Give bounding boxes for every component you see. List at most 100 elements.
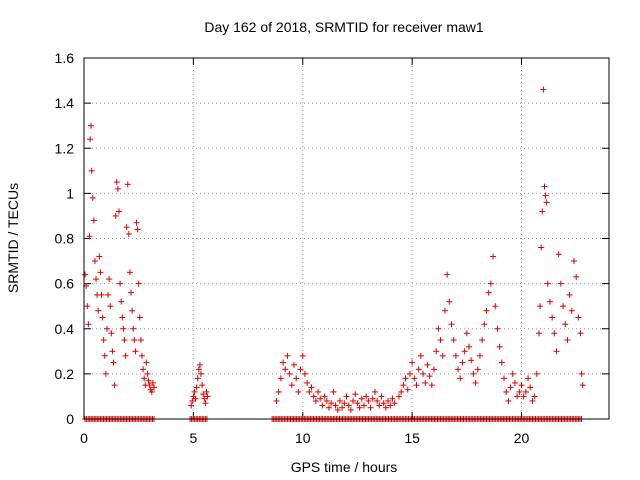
data-point (566, 291, 573, 298)
data-point (192, 395, 199, 402)
data-point (435, 325, 442, 332)
data-point (450, 337, 457, 344)
data-point (334, 406, 341, 413)
data-point (297, 366, 304, 373)
data-point (542, 192, 549, 199)
data-point (95, 307, 102, 314)
data-point (103, 325, 110, 332)
data-point (193, 384, 200, 391)
data-point (308, 384, 315, 391)
data-point (99, 314, 106, 321)
data-point (382, 404, 389, 411)
data-point (358, 395, 365, 402)
data-point (426, 373, 433, 380)
data-point (511, 379, 518, 386)
data-point (509, 370, 516, 377)
data-point (194, 375, 201, 382)
data-point (89, 194, 96, 201)
data-point (409, 359, 416, 366)
data-point (188, 402, 195, 409)
data-point (132, 348, 139, 355)
x-tick-label: 15 (404, 430, 420, 446)
data-point (203, 388, 210, 395)
data-point (428, 382, 435, 389)
data-point (439, 352, 446, 359)
data-point (112, 212, 119, 219)
data-point (299, 352, 306, 359)
data-point (131, 337, 138, 344)
data-point (531, 393, 538, 400)
data-point (321, 393, 328, 400)
data-point (204, 393, 211, 400)
data-point (323, 397, 330, 404)
data-point (402, 375, 409, 382)
data-point (455, 366, 462, 373)
data-point (282, 366, 289, 373)
data-point (130, 325, 137, 332)
data-point (448, 321, 455, 328)
data-point (527, 384, 534, 391)
data-point (200, 391, 207, 398)
y-tick-label: 0.2 (55, 366, 75, 382)
data-point (446, 298, 453, 305)
data-point (483, 307, 490, 314)
data-point (275, 388, 282, 395)
data-point (109, 348, 116, 355)
data-point (86, 233, 93, 240)
data-point (376, 402, 383, 409)
data-point (301, 370, 308, 377)
data-point (88, 122, 94, 129)
data-point (82, 271, 89, 278)
data-point (356, 404, 363, 411)
data-point (201, 395, 208, 402)
data-point (85, 321, 92, 328)
data-point (371, 388, 378, 395)
data-point (374, 397, 381, 404)
data-point (415, 366, 422, 373)
data-point (518, 382, 525, 389)
data-point (345, 402, 352, 409)
data-point (387, 402, 394, 409)
data-point (468, 357, 475, 364)
data-point (293, 375, 300, 382)
data-point (437, 337, 444, 344)
data-point (452, 352, 459, 359)
data-point (564, 337, 571, 344)
data-point (378, 393, 385, 400)
data-point (463, 330, 470, 337)
data-point (330, 388, 337, 395)
data-point (122, 352, 129, 359)
data-point (571, 258, 577, 265)
data-point (579, 382, 586, 389)
data-point (116, 208, 122, 215)
data-point (557, 280, 564, 287)
data-point (420, 370, 427, 377)
data-point (404, 386, 411, 393)
data-point (400, 382, 407, 389)
data-point (277, 375, 284, 382)
y-tick-label: 0.8 (55, 231, 75, 247)
y-axis-label: SRMTID / TECUs (5, 183, 21, 293)
data-point (118, 298, 125, 305)
data-point (555, 251, 562, 258)
data-point (189, 397, 196, 404)
data-point (411, 375, 418, 382)
data-point (470, 370, 477, 377)
data-point (124, 181, 131, 188)
data-point (288, 382, 295, 389)
data-point (367, 404, 374, 411)
x-axis-label: GPS time / hours (291, 459, 398, 475)
y-tick-label: 1.4 (55, 95, 75, 111)
data-point (149, 379, 156, 386)
data-point (105, 291, 112, 298)
data-point (310, 393, 317, 400)
data-point (295, 388, 302, 395)
data-point (536, 330, 542, 337)
data-point (520, 393, 527, 400)
data-point (361, 402, 367, 409)
data-point (474, 366, 481, 373)
y-tick-label: 1.6 (55, 50, 75, 66)
data-point (490, 253, 497, 260)
data-point (134, 226, 141, 233)
